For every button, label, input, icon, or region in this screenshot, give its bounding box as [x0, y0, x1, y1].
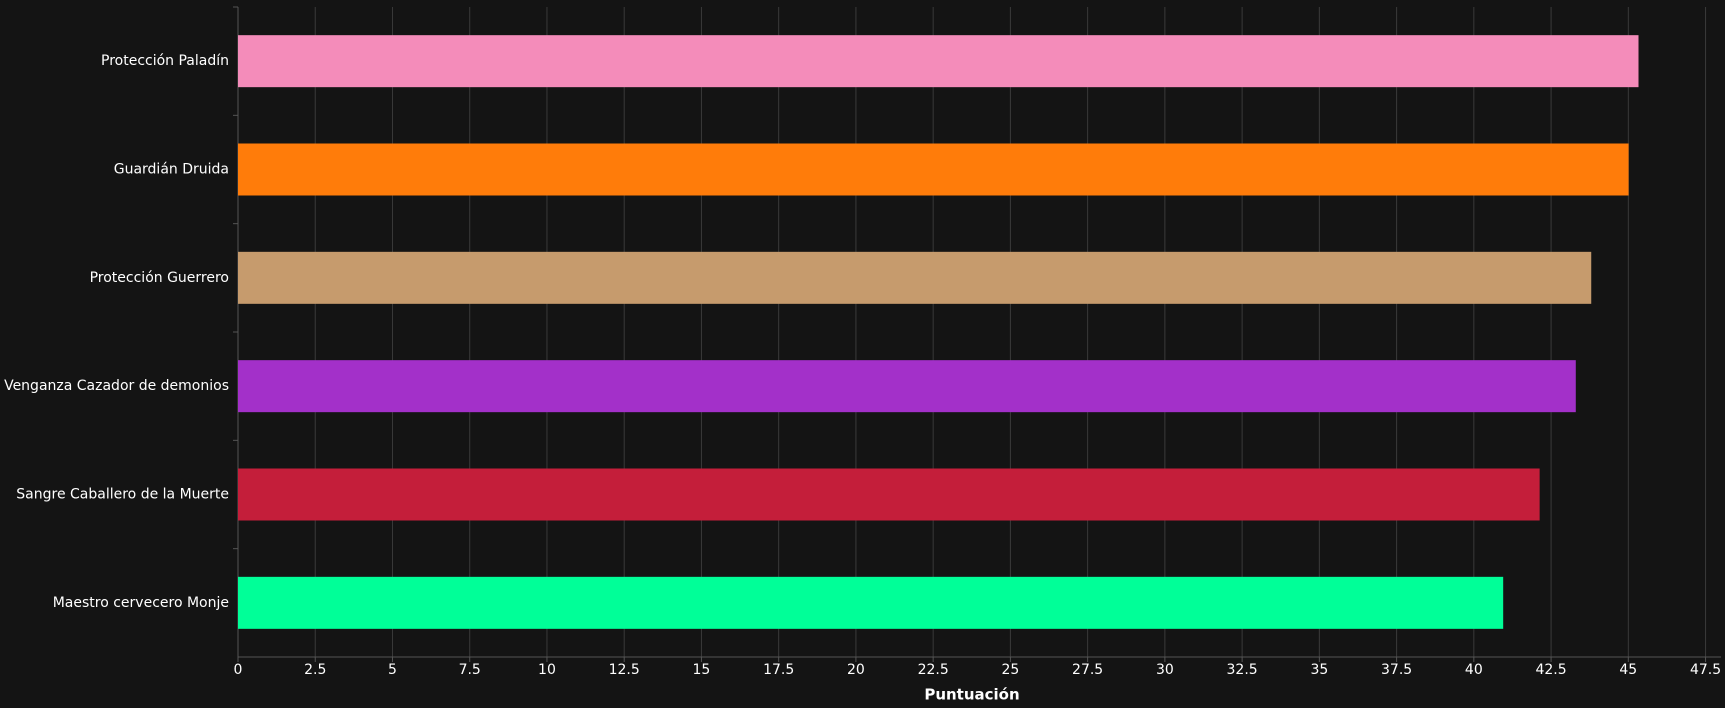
- x-tick-label: 35: [1310, 662, 1328, 678]
- x-tick-label: 40: [1465, 662, 1483, 678]
- bar: [238, 468, 1540, 521]
- x-tick-label: 0: [234, 662, 243, 678]
- bar: [238, 251, 1592, 304]
- x-axis-label: Puntuación: [924, 686, 1019, 704]
- bar: [238, 576, 1504, 629]
- bar: [238, 360, 1576, 413]
- x-tick-label: 37.5: [1381, 662, 1412, 678]
- y-tick-label: Venganza Cazador de demonios: [4, 378, 229, 394]
- x-tick-label: 27.5: [1072, 662, 1103, 678]
- x-tick-label: 2.5: [304, 662, 326, 678]
- bar: [238, 35, 1639, 88]
- x-tick-label: 15: [693, 662, 711, 678]
- x-tick-label: 42.5: [1535, 662, 1566, 678]
- x-tick-label: 32.5: [1227, 662, 1258, 678]
- x-tick-label: 10: [538, 662, 556, 678]
- bar: [238, 143, 1629, 196]
- x-tick-label: 17.5: [763, 662, 794, 678]
- x-tick-label: 7.5: [459, 662, 481, 678]
- x-tick-label: 30: [1156, 662, 1174, 678]
- x-tick-label: 22.5: [918, 662, 949, 678]
- x-tick-label: 45: [1619, 662, 1637, 678]
- x-tick-label: 5: [388, 662, 397, 678]
- x-tick-label: 20: [847, 662, 865, 678]
- y-tick-label: Sangre Caballero de la Muerte: [16, 487, 229, 503]
- x-tick-label: 47.5: [1690, 662, 1721, 678]
- y-tick-label: Protección Guerrero: [90, 270, 229, 286]
- y-tick-label: Protección Paladín: [101, 53, 229, 69]
- x-tick-label: 12.5: [609, 662, 640, 678]
- y-tick-label: Guardián Druida: [114, 162, 229, 178]
- y-tick-label: Maestro cervecero Monje: [53, 595, 229, 611]
- x-tick-label: 25: [1001, 662, 1019, 678]
